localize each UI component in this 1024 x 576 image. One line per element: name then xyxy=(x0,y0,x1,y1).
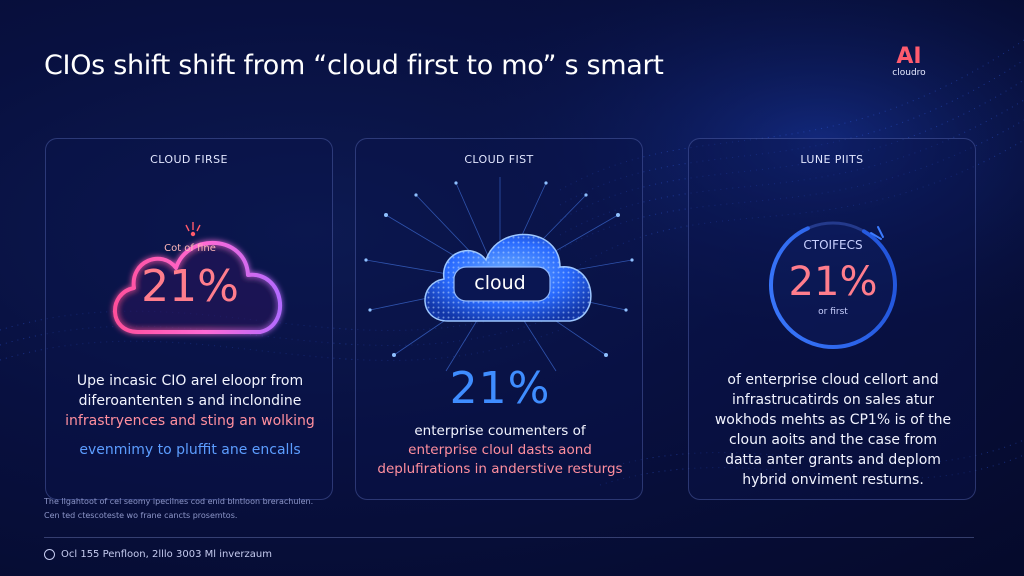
body-line: infrastryences and sting an wolking xyxy=(65,413,315,429)
page-title: CIOs shift shift from “cloud first to mo… xyxy=(44,50,664,81)
body-line: deplufirations in anderstive resturgs xyxy=(377,461,623,477)
cloud-outline-icon xyxy=(113,222,283,334)
cloud-stat-label: Cot of fine xyxy=(164,243,216,254)
body-line: Upe incasic CIO arel eloopr from xyxy=(76,373,304,389)
cloud-network-icon xyxy=(364,177,634,372)
panel-body: enterprise coumenters of enterprise clou… xyxy=(370,422,630,479)
panel-heading: CLOUD FIRSE xyxy=(150,153,228,166)
body-line: cloun aoits and the case from xyxy=(728,432,938,448)
panel-lune-piits: LUNE PIITS CTOIFECS 21% or first of ente… xyxy=(688,138,976,500)
body-line: infrastrucatirds on sales atur xyxy=(732,392,934,408)
ring-label: CTOIFECS xyxy=(803,238,863,252)
copyright-icon xyxy=(44,549,55,560)
body-line: datta anter grants and deplom xyxy=(725,452,941,468)
credit-text: Ocl 155 Penfloon, 2lllo 3003 Ml inverzau… xyxy=(61,549,272,560)
ring-value: 21% xyxy=(788,259,878,305)
body-line: hybrid onviment resturns. xyxy=(742,472,924,488)
brand-logo: AI cloudro xyxy=(874,46,944,79)
brand-mark: AI xyxy=(896,44,922,69)
body-line: enterprise cloul dasts aond xyxy=(408,442,592,458)
panel-body: of enterprise cloud cellort and infrastr… xyxy=(703,370,963,490)
panel-heading: LUNE PIITS xyxy=(800,153,864,166)
footer-credit: Ocl 155 Penfloon, 2lllo 3003 Ml inverzau… xyxy=(44,549,272,560)
footer-divider xyxy=(44,537,974,538)
panel-body: Upe incasic CIO arel eloopr from diferoa… xyxy=(60,371,320,460)
panel-heading: CLOUD FIST xyxy=(464,153,534,166)
stat-value: 21% xyxy=(449,363,551,414)
footnote: The llgahtoot of cel seomy ipecilnes cod… xyxy=(44,497,314,506)
body-line: evenmimy to pluffit ane encalls xyxy=(79,442,301,458)
panel-cloud-fist: CLOUD FIST xyxy=(355,138,643,500)
cloud-network-label: cloud xyxy=(474,272,526,294)
panel-cloud-first: CLOUD FIRSE Cot of fine 21% Upe incasic … xyxy=(45,138,333,500)
body-line: diferoantenten s and inclondine xyxy=(78,393,302,409)
progress-ring-icon xyxy=(769,221,897,349)
body-line: wokhods mehts as CP1% is of the xyxy=(714,412,952,428)
cloud-stat-value: 21% xyxy=(141,261,239,312)
footnote: Cen ted ctescoteste wo frane cancts pros… xyxy=(44,511,238,520)
ring-sublabel: or first xyxy=(818,307,848,317)
brand-name: cloudro xyxy=(892,68,926,78)
body-line: enterprise coumenters of xyxy=(414,423,586,439)
body-line: of enterprise cloud cellort and xyxy=(727,372,939,388)
